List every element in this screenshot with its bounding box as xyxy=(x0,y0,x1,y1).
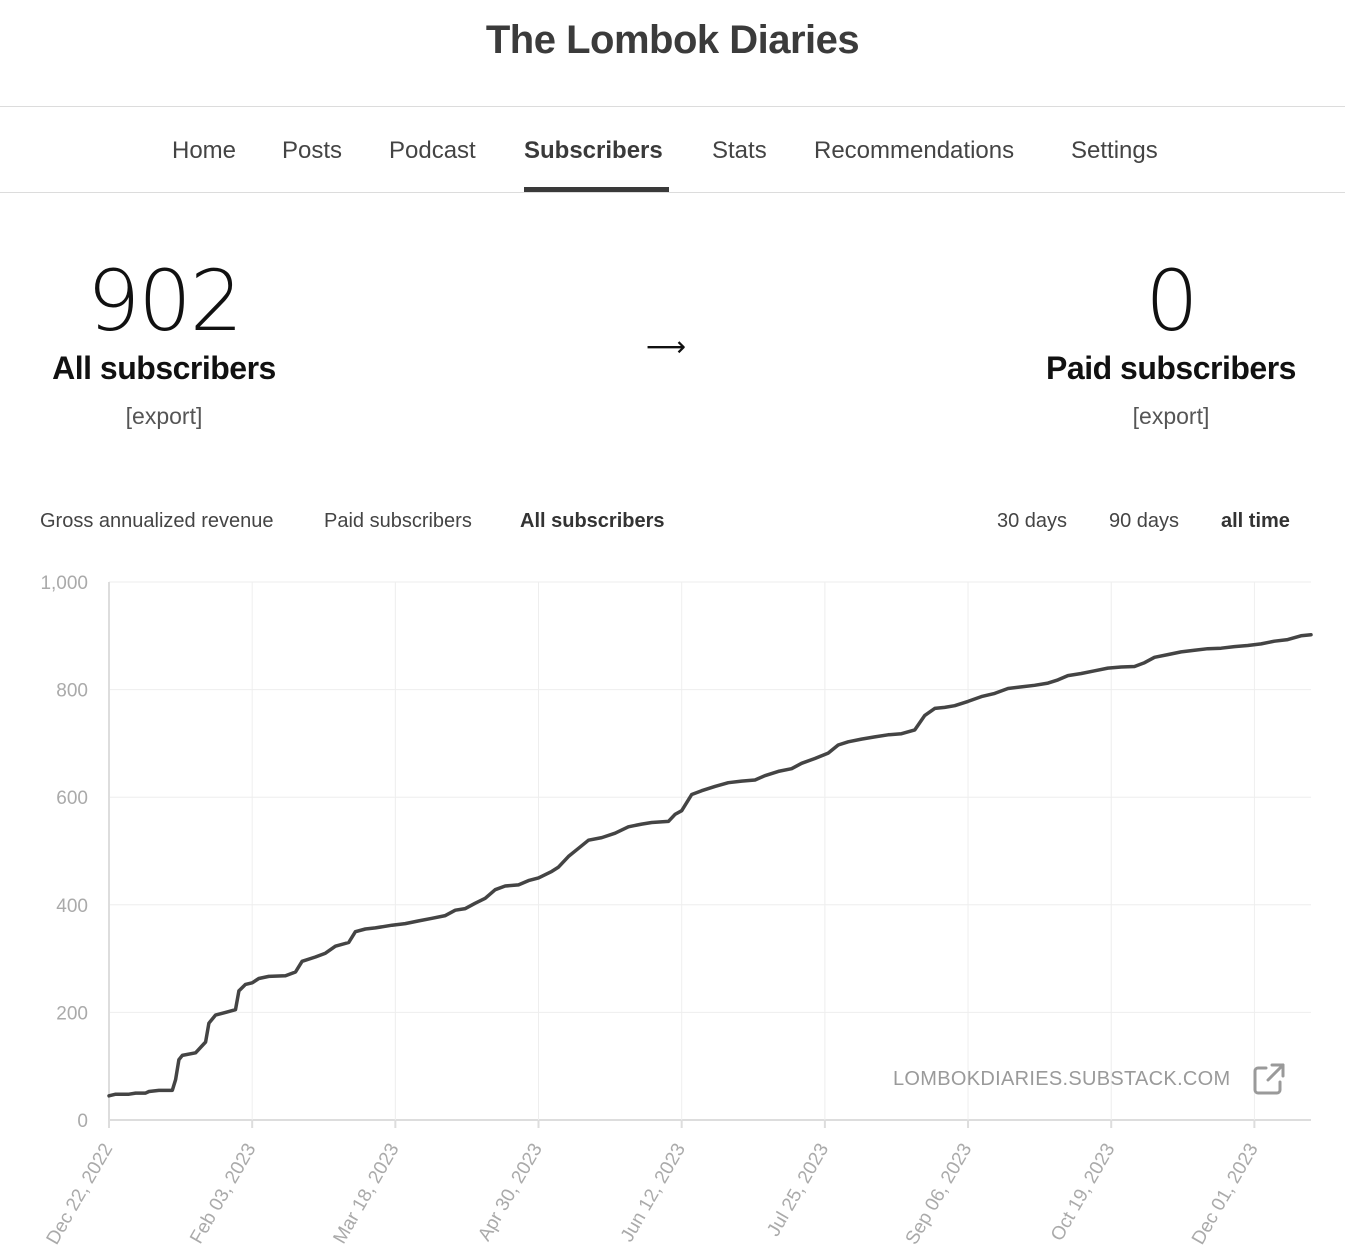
site-title: The Lombok Diaries xyxy=(485,18,860,62)
arrow-icon: ⟶ xyxy=(646,331,687,362)
paid-subscribers-label: Paid subscribers xyxy=(1046,350,1296,386)
x-tick-label: Jul 25, 2023 xyxy=(763,1140,833,1240)
nav-recommendations[interactable]: Recommendations xyxy=(814,137,1015,164)
nav-settings[interactable]: Settings xyxy=(1071,137,1158,164)
x-tick-label: Dec 01, 2023 xyxy=(1188,1140,1263,1248)
subscribers-chart-svg: 0 200 400 600 800 1,000 Dec 22, 2022 Feb 03, 20… xyxy=(40,573,1313,1248)
x-tick-label: Oct 19, 2023 xyxy=(1047,1140,1120,1245)
watermark-text: LOMBOKDIARIES.SUBSTACK.COM xyxy=(893,1068,1231,1090)
nav-stats[interactable]: Stats xyxy=(712,137,767,164)
range-90-days[interactable]: 90 days xyxy=(1109,510,1180,532)
range-30-days[interactable]: 30 days xyxy=(997,510,1068,532)
x-tick-label: Mar 18, 2023 xyxy=(330,1140,404,1247)
nav-podcast[interactable]: Podcast xyxy=(389,137,476,164)
nav-posts[interactable]: Posts xyxy=(282,137,343,164)
tab-gross-annualized-revenue[interactable]: Gross annualized revenue xyxy=(40,510,274,532)
all-subscribers-label: All subscribers xyxy=(52,350,276,386)
y-tick-label: 400 xyxy=(56,896,88,917)
y-tick-label: 200 xyxy=(56,1003,88,1024)
y-tick-label: 1,000 xyxy=(40,573,88,594)
top-nav: Home Posts Podcast Subscribers Stats Rec… xyxy=(0,106,1345,193)
all-subscribers-export-link[interactable]: [export] xyxy=(125,403,203,429)
x-tick-label: Apr 30, 2023 xyxy=(474,1140,547,1245)
all-subscribers-count: 902 xyxy=(86,252,243,350)
y-tick-label: 0 xyxy=(77,1111,88,1132)
x-tick-label: Dec 22, 2022 xyxy=(43,1140,118,1248)
nav-home[interactable]: Home xyxy=(172,137,237,164)
x-tick-label: Jun 12, 2023 xyxy=(617,1140,690,1246)
nav-subscribers[interactable]: Subscribers xyxy=(524,137,663,164)
y-tick-label: 600 xyxy=(56,788,88,809)
paid-subscribers-export-link[interactable]: [export] xyxy=(1132,403,1210,429)
tab-paid-subscribers[interactable]: Paid subscribers xyxy=(324,510,472,532)
x-tick-label: Feb 03, 2023 xyxy=(186,1140,260,1247)
series-line-all-subscribers xyxy=(107,632,1313,1098)
range-all-time[interactable]: all time xyxy=(1221,510,1290,532)
y-tick-label: 800 xyxy=(56,681,88,702)
tab-all-subscribers[interactable]: All subscribers xyxy=(520,510,665,532)
x-tick-label: Sep 06, 2023 xyxy=(902,1140,977,1248)
paid-subscribers-count: 0 xyxy=(1145,252,1198,350)
active-tab-indicator xyxy=(524,187,669,192)
external-link-icon[interactable] xyxy=(1252,1062,1286,1096)
subscribers-chart: 0 200 400 600 800 1,000 Dec 22, 2022 Feb 03, 20… xyxy=(0,560,1345,1254)
